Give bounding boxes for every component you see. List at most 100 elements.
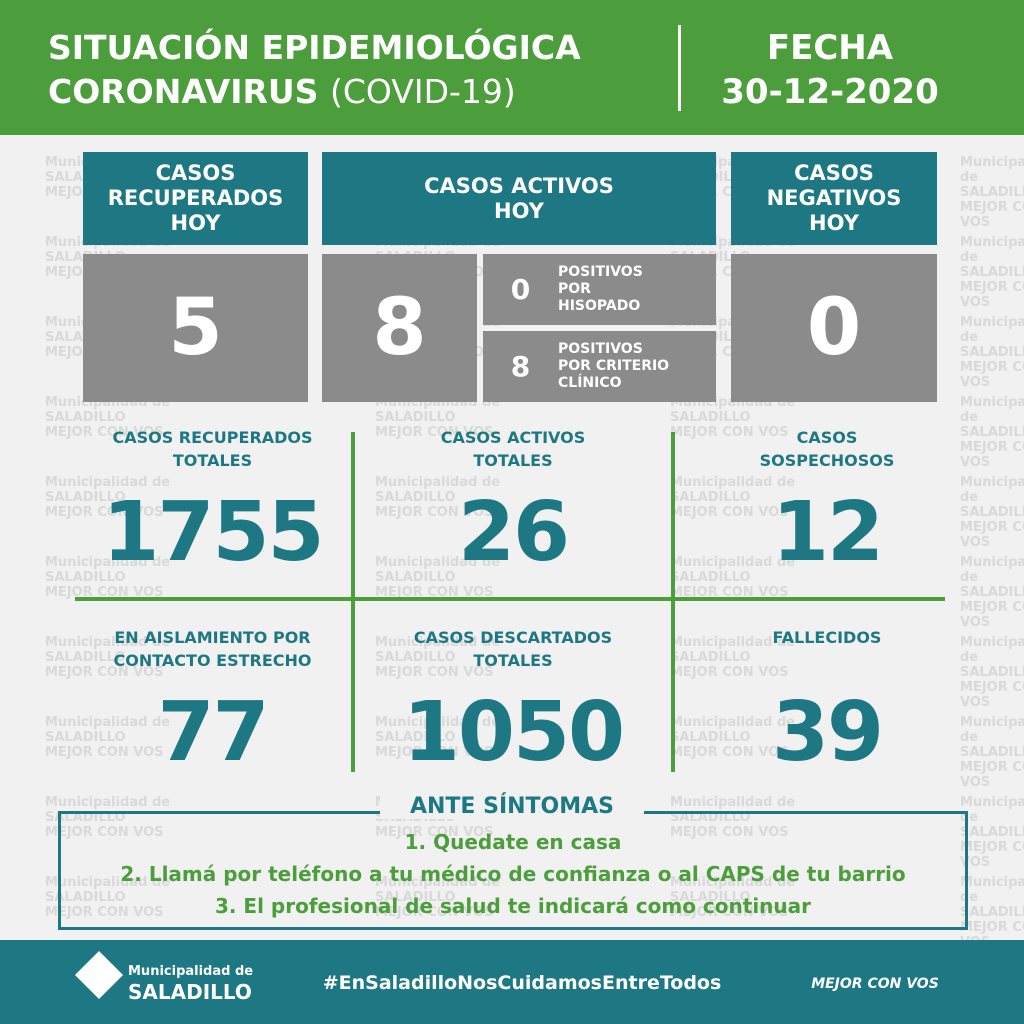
- watermark-text: SALADILLO: [45, 650, 126, 665]
- watermark-text: SALADILLO: [960, 825, 1024, 840]
- today-header: CASOS ACTIVOS HOY: [322, 152, 716, 245]
- watermark-text: Municipalidad de: [45, 475, 171, 490]
- watermark-text: SALADILLO: [45, 570, 126, 585]
- watermark-text: SALADILLO: [670, 890, 751, 905]
- watermark-text: Municipalidad de: [670, 875, 796, 890]
- watermark-text: MEJOR CON VOS: [960, 200, 1024, 230]
- watermark-text: MEJOR CON VOS: [375, 505, 494, 520]
- breakdown-box: 8 POSITIVOS POR CRITERIO CLÍNICO: [483, 331, 716, 402]
- watermark-text: SALADILLO: [375, 570, 456, 585]
- watermark-text: MEJOR CON VOS: [45, 745, 164, 760]
- watermark-text: MEJOR CON VOS: [375, 825, 494, 840]
- watermark-text: SALADILLO: [670, 490, 751, 505]
- title-suffix: (COVID-19): [329, 72, 516, 111]
- total-value: 1755: [102, 485, 324, 580]
- breakdown-value: 8: [510, 350, 531, 383]
- title: CORONAVIRUS (COVID-19): [48, 72, 516, 111]
- total-label: FALLECIDOS: [677, 626, 977, 649]
- watermark-text: Municipalidad de: [960, 555, 1024, 585]
- watermark-text: MEJOR CON VOS: [45, 905, 164, 920]
- watermark-text: SALADILLO: [375, 490, 456, 505]
- watermark-text: Municipalidad de: [45, 715, 171, 730]
- logo-text: SALADILLO: [128, 980, 252, 1004]
- watermark-text: MEJOR CON VOS: [960, 280, 1024, 310]
- watermark-text: MEJOR CON VOS: [45, 825, 164, 840]
- total-label-line: TOTALES: [172, 451, 253, 470]
- symptoms-title: ANTE SÍNTOMAS: [380, 794, 644, 819]
- watermark-text: Municipalidad de: [375, 875, 501, 890]
- breakdown-label: POSITIVOS POR HISOPADO: [558, 264, 643, 315]
- slogan: MEJOR CON VOS: [811, 976, 939, 992]
- total-label: CASOS DESCARTADOS TOTALES: [357, 626, 669, 672]
- today-value: 5: [83, 254, 308, 402]
- watermark-text: Municipalidad de: [45, 795, 171, 810]
- watermark-text: SALADILLO: [45, 490, 126, 505]
- today-label: CASOS ACTIVOS: [424, 173, 614, 198]
- total-value: 12: [771, 485, 884, 580]
- watermark-text: SALADILLO: [45, 890, 126, 905]
- watermark-text: SALADILLO: [45, 730, 126, 745]
- divider: [678, 25, 681, 111]
- today-label: HOY: [170, 211, 221, 235]
- total-label-line: CASOS RECUPERADOS: [112, 428, 313, 447]
- total-label: CASOS RECUPERADOS TOTALES: [60, 426, 365, 472]
- watermark-text: Municipalidad de: [960, 875, 1024, 905]
- breakdown-label-line: POR: [558, 281, 591, 297]
- watermark-text: SALADILLO: [960, 745, 1024, 760]
- today-label: HOY: [494, 198, 544, 223]
- watermark-text: Municipalidad de: [670, 635, 796, 650]
- watermark-text: SALADILLO: [960, 505, 1024, 520]
- total-value: 39: [771, 685, 884, 780]
- breakdown-label-line: POSITIVOS: [558, 264, 643, 280]
- watermark-text: Municipalidad de: [45, 555, 171, 570]
- watermark-text: MEJOR CON VOS: [960, 520, 1024, 550]
- logo-icon: [74, 950, 124, 1000]
- watermark-text: MEJOR CON VOS: [375, 665, 494, 680]
- total-label: EN AISLAMIENTO POR CONTACTO ESTRECHO: [60, 626, 365, 672]
- today-label: HOY: [809, 211, 859, 235]
- breakdown-label-line: HISOPADO: [558, 298, 641, 314]
- watermark-text: Municipalidad de: [960, 475, 1024, 505]
- watermark-text: MEJOR CON VOS: [375, 745, 494, 760]
- today-label: NEGATIVOS: [766, 186, 902, 210]
- grid-line: [75, 597, 945, 601]
- watermark-text: Municipalidad de: [960, 155, 1024, 185]
- total-label-line: EN AISLAMIENTO POR: [114, 628, 311, 647]
- watermark-text: MEJOR CON VOS: [45, 585, 164, 600]
- watermark-text: Municipalidad de: [960, 715, 1024, 745]
- breakdown-label: POSITIVOS POR CRITERIO CLÍNICO: [558, 341, 669, 392]
- watermark-text: MEJOR CON VOS: [960, 600, 1024, 630]
- watermark-text: MEJOR CON VOS: [670, 825, 789, 840]
- grid-line: [351, 432, 355, 772]
- watermark-text: MEJOR CON VOS: [375, 425, 494, 440]
- title-bold: CORONAVIRUS: [48, 72, 319, 111]
- watermark-text: SALADILLO: [375, 650, 456, 665]
- total-value: 77: [157, 685, 269, 780]
- total-value: 26: [457, 485, 570, 580]
- watermark-text: SALADILLO: [960, 265, 1024, 280]
- watermark-text: MEJOR CON VOS: [670, 745, 789, 760]
- watermark-text: Municipalidad de: [670, 715, 796, 730]
- watermark-text: Municipalidad de: [45, 875, 171, 890]
- date-label: FECHA: [766, 28, 894, 68]
- today-value: 0: [731, 254, 937, 402]
- today-value: 8: [322, 254, 477, 402]
- watermark-text: SALADILLO: [960, 345, 1024, 360]
- watermark-text: Municipalidad de: [960, 315, 1024, 345]
- symptom-item: 1. Quedate en casa: [404, 830, 622, 854]
- watermark-text: MEJOR CON VOS: [45, 425, 164, 440]
- watermark-text: Municipalidad de: [375, 635, 501, 650]
